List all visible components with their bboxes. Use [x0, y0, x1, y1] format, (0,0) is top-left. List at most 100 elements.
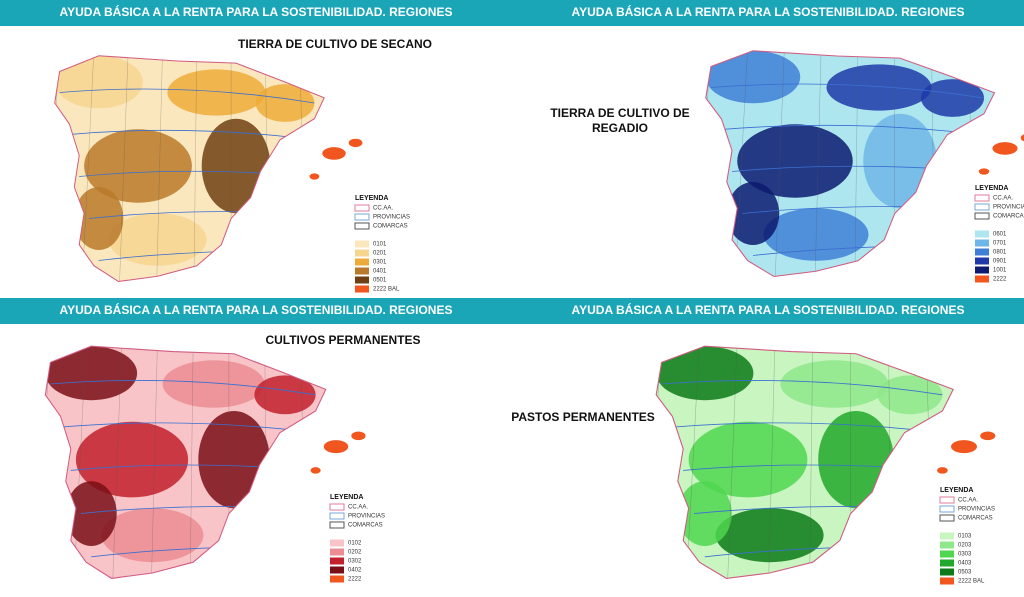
map-title: PASTOS PERMANENTES: [511, 410, 655, 424]
legend-label: PROVINCIAS: [348, 514, 385, 520]
legend-swatch: [330, 539, 344, 547]
island: [322, 147, 346, 160]
island: [348, 138, 363, 148]
comarca-line: [814, 50, 822, 277]
legend-label: 0403: [958, 561, 972, 567]
legend-swatch: [355, 285, 369, 293]
legend-boundary-swatch: [939, 496, 955, 504]
legend-swatch: [975, 275, 989, 283]
legend-label: PROVINCIAS: [993, 205, 1024, 211]
river: [710, 83, 985, 99]
legend-label: 0601: [993, 232, 1007, 238]
river: [721, 124, 985, 136]
panel: AYUDA BÁSICA A LA RENTA PARA LA SOSTENIB…: [0, 0, 512, 293]
legend-label: CC.AA.: [958, 498, 978, 504]
region-zone: [74, 187, 124, 250]
river: [60, 422, 316, 434]
region-zone: [656, 346, 754, 401]
legend-swatch: [940, 577, 954, 585]
region-zone: [54, 55, 143, 109]
legend-label: 0401: [373, 269, 387, 275]
comarca-line: [81, 55, 95, 282]
legend-swatch: [330, 575, 344, 583]
map-title: CULTIVOS PERMANENTES: [265, 333, 420, 347]
region-zone: [45, 346, 138, 401]
comarca-line: [151, 346, 158, 579]
legend-label: 0203: [958, 543, 972, 549]
island: [309, 173, 320, 180]
island: [992, 142, 1018, 155]
legend-swatch: [975, 230, 989, 238]
legend-title: LEYENDA: [330, 494, 363, 501]
region-zone: [826, 64, 932, 111]
legend-label: 0503: [958, 570, 972, 576]
island: [1020, 134, 1024, 142]
river: [661, 379, 943, 396]
comarca-line: [854, 50, 859, 277]
spain-map: [655, 345, 996, 579]
legend-swatch: [330, 566, 344, 574]
header-title: AYUDA BÁSICA A LA RENTA PARA LA SOSTENIB…: [60, 4, 453, 19]
comarca-line: [768, 346, 776, 579]
legend-label: 0801: [993, 250, 1007, 256]
region-zone: [677, 481, 732, 546]
comarca-line: [119, 55, 129, 282]
comarca-line: [193, 55, 197, 282]
legend-swatch: [975, 257, 989, 265]
legend-label: PROVINCIAS: [373, 215, 410, 221]
header-bar: [0, 298, 512, 324]
island: [951, 440, 977, 454]
legend-label: 0402: [348, 568, 362, 574]
header-bar: [512, 298, 1024, 324]
header-bar: [0, 0, 512, 26]
legend-label: PROVINCIAS: [958, 507, 995, 513]
comarca-line: [112, 346, 123, 579]
island: [937, 467, 948, 474]
legend-label: 0303: [958, 552, 972, 558]
river: [69, 129, 315, 141]
legend-label: 0201: [373, 251, 387, 257]
legend-label: 0202: [348, 550, 362, 556]
legend-swatch: [330, 548, 344, 556]
legend-boundary-swatch: [329, 503, 345, 511]
legend-boundary-swatch: [974, 194, 990, 202]
legend-title: LEYENDA: [975, 185, 1008, 192]
legend-boundary-swatch: [939, 514, 955, 522]
region-zone: [254, 375, 316, 415]
legend-boundary-swatch: [354, 213, 370, 221]
region-zone: [255, 84, 315, 122]
legend-label: 0501: [373, 278, 387, 284]
legend-boundary-swatch: [354, 222, 370, 230]
region-zone: [162, 360, 265, 408]
legend-swatch: [940, 550, 954, 558]
header-bar: [512, 0, 1024, 26]
legend-swatch: [940, 568, 954, 576]
comarca-line: [686, 346, 700, 579]
river: [672, 422, 943, 434]
comarca-line: [189, 346, 194, 579]
river: [50, 379, 316, 396]
legend-boundary-swatch: [974, 212, 990, 220]
legend-swatch: [975, 248, 989, 256]
legend-swatch: [355, 249, 369, 257]
region-zone: [921, 79, 984, 117]
legend-boundary-swatch: [354, 204, 370, 212]
legend-title: LEYENDA: [355, 195, 388, 202]
island: [978, 168, 990, 175]
spain-map: [54, 55, 363, 283]
legend-boundary-swatch: [974, 203, 990, 211]
legend-label: 0701: [993, 241, 1007, 247]
legend-label: COMARCAS: [993, 214, 1024, 220]
legend-swatch: [355, 258, 369, 266]
region-zone: [75, 421, 189, 498]
legend-swatch: [355, 267, 369, 275]
header-title: AYUDA BÁSICA A LA RENTA PARA LA SOSTENIB…: [60, 302, 453, 317]
legend-label: 2222 BAL: [958, 579, 985, 585]
comarca-line: [774, 50, 785, 277]
legend-boundary-swatch: [329, 512, 345, 520]
region-zone: [877, 375, 943, 415]
comarca-line: [809, 346, 814, 579]
legend-label: 1001: [993, 268, 1007, 274]
comarca-line: [727, 346, 738, 579]
